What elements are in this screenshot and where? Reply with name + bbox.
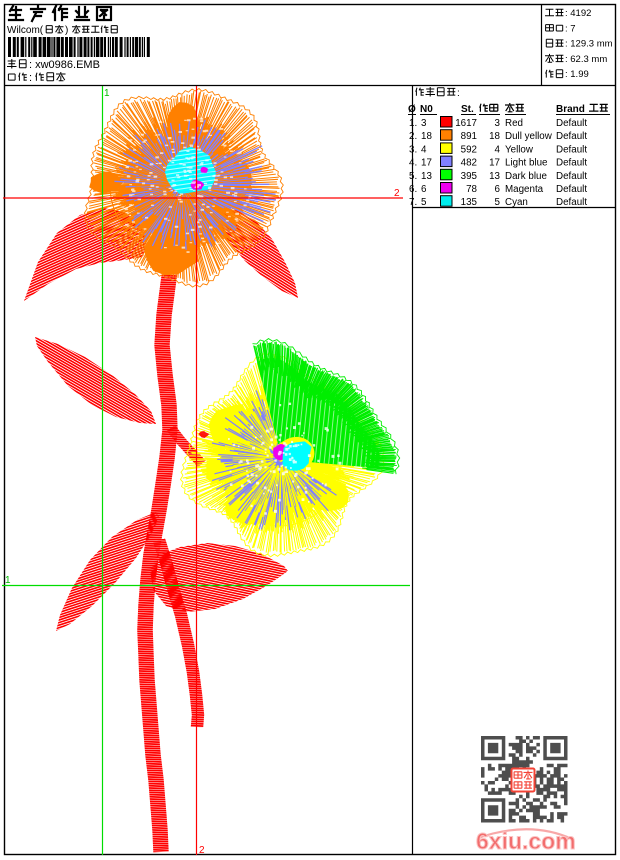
svg-text:18: 18 [489,131,500,142]
svg-text:Cyan: Cyan [505,197,528,208]
svg-text:Default: Default [556,184,587,195]
svg-text:: 4192: : 4192 [565,8,591,19]
svg-text:6xiu.com: 6xiu.com [476,828,576,854]
svg-text:78: 78 [466,184,477,195]
svg-text:N0: N0 [420,104,433,115]
svg-text::: : [29,72,32,84]
svg-text:2: 2 [199,845,205,856]
svg-text:395: 395 [461,171,478,182]
svg-text:: 129.3 mm: : 129.3 mm [565,39,613,50]
svg-text:13: 13 [489,171,500,182]
svg-text:Default: Default [556,118,587,129]
svg-text:13: 13 [421,171,432,182]
svg-text:Dull yellow: Dull yellow [505,131,553,142]
svg-text::: : [457,88,460,99]
svg-text:: xw0986.EMB: : xw0986.EMB [29,59,100,71]
svg-text:St.: St. [461,104,474,115]
svg-text:Ø: Ø [408,104,416,115]
svg-text:Default: Default [556,158,587,169]
svg-text:Brand: Brand [556,104,585,115]
svg-text:Default: Default [556,171,587,182]
svg-text:4.: 4. [409,158,417,169]
svg-text:Default: Default [556,197,587,208]
svg-text:3: 3 [421,118,427,129]
svg-text:Yellow: Yellow [505,144,534,155]
svg-text:Light blue: Light blue [505,158,548,169]
svg-text:7.: 7. [409,197,417,208]
svg-text:5.: 5. [409,171,417,182]
svg-text:2.: 2. [409,131,417,142]
svg-text:Wilcom(: Wilcom( [7,25,44,36]
svg-text:Default: Default [556,144,587,155]
svg-text:1617: 1617 [455,118,477,129]
svg-text:2: 2 [394,188,400,199]
svg-text:5: 5 [495,197,501,208]
svg-text:6: 6 [421,184,427,195]
svg-text:4: 4 [421,144,427,155]
svg-text:Default: Default [556,131,587,142]
svg-text:Magenta: Magenta [505,184,544,195]
svg-text:18: 18 [421,131,432,142]
svg-text:17: 17 [489,158,500,169]
svg-text:135: 135 [461,197,478,208]
svg-text:5: 5 [421,197,427,208]
svg-text:: 1.99: : 1.99 [565,69,589,80]
svg-text:4: 4 [495,144,501,155]
svg-text:: 7: : 7 [565,23,576,34]
svg-text:1: 1 [104,88,110,99]
svg-text:1: 1 [5,575,11,586]
svg-text:6.: 6. [409,184,417,195]
svg-text:6: 6 [495,184,501,195]
svg-text:1.: 1. [409,118,417,129]
svg-text:592: 592 [461,144,477,155]
svg-text:891: 891 [461,131,477,142]
svg-text:Red: Red [505,118,523,129]
svg-text:: 62.3 mm: : 62.3 mm [565,54,607,65]
svg-text:17: 17 [421,158,432,169]
svg-text:3.: 3. [409,144,417,155]
svg-text:): ) [65,25,68,36]
svg-text:3: 3 [495,118,501,129]
svg-text:Dark blue: Dark blue [505,171,547,182]
svg-text:482: 482 [461,158,477,169]
